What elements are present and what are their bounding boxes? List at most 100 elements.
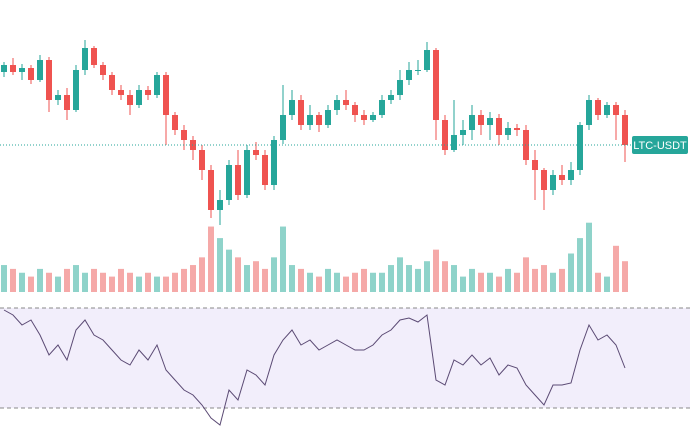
candle-body bbox=[253, 150, 259, 155]
candle-body bbox=[307, 115, 313, 125]
candle-body bbox=[136, 90, 142, 105]
volume-bar bbox=[55, 276, 61, 292]
volume-bar bbox=[514, 272, 520, 292]
candle-body bbox=[55, 95, 61, 100]
volume-bar bbox=[262, 268, 268, 292]
volume-bar bbox=[406, 265, 412, 292]
candle-body bbox=[91, 48, 97, 65]
candle-body bbox=[415, 70, 421, 71]
candle-body bbox=[262, 155, 268, 185]
volume-bar bbox=[325, 268, 331, 292]
volume-bar bbox=[586, 222, 592, 292]
candle-body bbox=[559, 175, 565, 180]
volume-bar bbox=[82, 272, 88, 292]
volume-bar bbox=[370, 272, 376, 292]
volume-bar bbox=[415, 268, 421, 292]
volume-bar bbox=[172, 272, 178, 292]
price-label: LTC-USDT bbox=[633, 140, 687, 152]
volume-bar bbox=[541, 265, 547, 292]
candle-body bbox=[73, 70, 79, 110]
volume-bar bbox=[478, 272, 484, 292]
volume-bar bbox=[235, 257, 241, 292]
volume-bar bbox=[496, 276, 502, 292]
volume-bar bbox=[10, 268, 16, 292]
volume-bar bbox=[352, 272, 358, 292]
candle-body bbox=[181, 130, 187, 140]
candle-body bbox=[316, 115, 322, 125]
volume-bar bbox=[64, 268, 70, 292]
candle-body bbox=[280, 115, 286, 140]
candle-body bbox=[82, 48, 88, 70]
volume-bar bbox=[1, 265, 7, 292]
volume-bar bbox=[163, 276, 169, 292]
volume-bar bbox=[136, 276, 142, 292]
volume-bar bbox=[145, 272, 151, 292]
candle-body bbox=[46, 60, 52, 100]
volume-bar bbox=[568, 253, 574, 292]
candle-body bbox=[379, 100, 385, 115]
candle-body bbox=[478, 115, 484, 125]
candle-body bbox=[433, 50, 439, 120]
candle-body bbox=[451, 135, 457, 150]
candle-body bbox=[208, 170, 214, 210]
volume-bar bbox=[226, 249, 232, 292]
candle-body bbox=[469, 115, 475, 130]
volume-bar bbox=[298, 268, 304, 292]
candle-body bbox=[145, 90, 151, 95]
candle-body bbox=[586, 100, 592, 125]
candle-body bbox=[496, 118, 502, 135]
volume-bar bbox=[622, 261, 628, 292]
volume-bar bbox=[271, 257, 277, 292]
rsi-line bbox=[3, 309, 626, 426]
candle-body bbox=[127, 95, 133, 105]
price-badge bbox=[632, 136, 688, 154]
candle-body bbox=[388, 95, 394, 100]
volume-bar bbox=[307, 272, 313, 292]
candle-body bbox=[226, 165, 232, 200]
volume-bar bbox=[559, 268, 565, 292]
volume-bar bbox=[289, 265, 295, 292]
volume-bar bbox=[532, 268, 538, 292]
volume-bar bbox=[343, 276, 349, 292]
candle-body bbox=[424, 50, 430, 70]
volume-bar bbox=[487, 272, 493, 292]
candle-body bbox=[154, 75, 160, 95]
volume-bar bbox=[595, 272, 601, 292]
volume-bar bbox=[505, 268, 511, 292]
volume-bar bbox=[208, 226, 214, 292]
volume-bar bbox=[244, 265, 250, 292]
candle-body bbox=[505, 128, 511, 135]
volume-bar bbox=[523, 257, 529, 292]
candle-body bbox=[460, 130, 466, 135]
candle-body bbox=[568, 170, 574, 180]
candle-body bbox=[361, 115, 367, 120]
candle-body bbox=[397, 80, 403, 95]
volume-bar bbox=[577, 238, 583, 292]
volume-bar bbox=[217, 238, 223, 292]
candle-body bbox=[595, 100, 601, 115]
candle-body bbox=[334, 100, 340, 110]
volume-bar bbox=[154, 276, 160, 292]
candle-body bbox=[19, 68, 25, 72]
candle-body bbox=[28, 68, 34, 80]
candle-body bbox=[100, 65, 106, 75]
candle-body bbox=[172, 115, 178, 130]
candle-body bbox=[1, 65, 7, 72]
candle-body bbox=[64, 95, 70, 110]
volume-bar bbox=[604, 276, 610, 292]
candle-body bbox=[577, 125, 583, 170]
candle-body bbox=[271, 140, 277, 185]
rsi-band bbox=[0, 308, 690, 408]
candle-body bbox=[289, 100, 295, 115]
volume-bar bbox=[181, 268, 187, 292]
candle-body bbox=[109, 75, 115, 90]
volume-bar bbox=[460, 276, 466, 292]
volume-bar bbox=[334, 272, 340, 292]
candle-body bbox=[442, 120, 448, 150]
candle-body bbox=[163, 75, 169, 115]
volume-bar bbox=[433, 249, 439, 292]
volume-bar bbox=[397, 257, 403, 292]
candle-body bbox=[352, 105, 358, 115]
candle-body bbox=[325, 110, 331, 125]
volume-bar bbox=[73, 265, 79, 292]
